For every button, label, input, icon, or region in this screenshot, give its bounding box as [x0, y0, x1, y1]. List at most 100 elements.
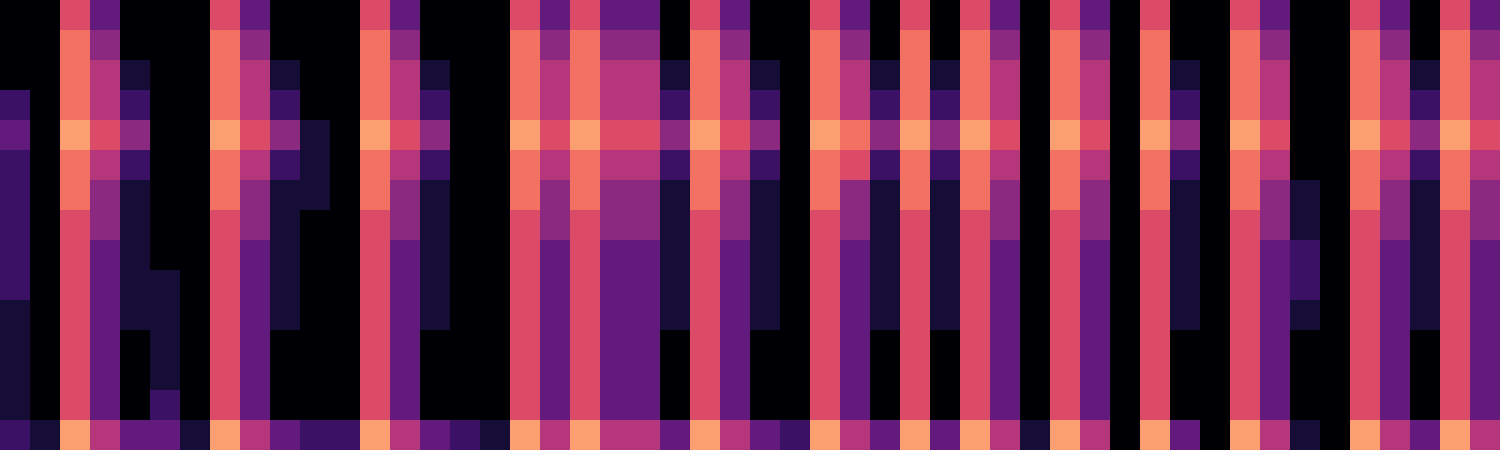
heatmap-cell: [1260, 150, 1291, 181]
heatmap-cell: [660, 210, 691, 241]
heatmap-cell: [1350, 360, 1381, 391]
heatmap-cell: [570, 90, 601, 121]
heatmap-cell: [60, 210, 91, 241]
heatmap-cell: [1140, 330, 1171, 361]
heatmap-cell: [660, 390, 691, 421]
heatmap-cell: [990, 210, 1021, 241]
heatmap-cell: [1470, 90, 1500, 121]
heatmap-cell: [990, 240, 1021, 271]
heatmap-cell: [840, 330, 871, 361]
heatmap-cell: [420, 240, 451, 271]
heatmap-cell: [1140, 90, 1171, 121]
heatmap-cell: [690, 30, 721, 61]
heatmap-cell: [1110, 360, 1141, 391]
heatmap-cell: [1410, 270, 1441, 301]
heatmap-cell: [210, 180, 241, 211]
heatmap-cell: [270, 390, 301, 421]
heatmap-cell: [630, 60, 661, 91]
heatmap-cell: [930, 210, 961, 241]
heatmap-cell: [600, 30, 631, 61]
heatmap-cell: [900, 60, 931, 91]
heatmap-cell: [390, 360, 421, 391]
heatmap-cell: [1200, 270, 1231, 301]
heatmap-cell: [480, 270, 511, 301]
heatmap-cell: [180, 150, 211, 181]
heatmap-cell: [1230, 420, 1261, 450]
heatmap-cell: [480, 30, 511, 61]
heatmap-cell: [570, 210, 601, 241]
heatmap-cell: [870, 150, 901, 181]
heatmap-cell: [1320, 360, 1351, 391]
heatmap-cell: [630, 180, 661, 211]
heatmap-cell: [1290, 420, 1321, 450]
heatmap-cell: [1320, 90, 1351, 121]
heatmap-cell: [690, 330, 721, 361]
heatmap-cell: [1320, 210, 1351, 241]
heatmap-cell: [810, 390, 841, 421]
heatmap-cell: [1260, 360, 1291, 391]
heatmap-cell: [1440, 150, 1471, 181]
heatmap-cell: [780, 240, 811, 271]
heatmap-cell: [150, 330, 181, 361]
heatmap-cell: [1110, 90, 1141, 121]
heatmap-cell: [1320, 270, 1351, 301]
heatmap-cell: [990, 90, 1021, 121]
heatmap-cell: [480, 210, 511, 241]
heatmap-cell: [1200, 120, 1231, 151]
heatmap-cell: [240, 210, 271, 241]
heatmap-cell: [360, 90, 391, 121]
heatmap-cell: [450, 270, 481, 301]
heatmap-cell: [210, 0, 241, 31]
heatmap-cell: [510, 390, 541, 421]
heatmap-cell: [90, 390, 121, 421]
heatmap-cell: [1440, 300, 1471, 331]
heatmap-cell: [630, 390, 661, 421]
heatmap-cell: [450, 330, 481, 361]
heatmap-cell: [420, 0, 451, 31]
heatmap-cell: [870, 60, 901, 91]
heatmap-cell: [360, 60, 391, 91]
heatmap-cell: [1080, 0, 1111, 31]
heatmap-cell: [1110, 30, 1141, 61]
heatmap-cell: [1170, 390, 1201, 421]
heatmap-cell: [990, 120, 1021, 151]
heatmap-cell: [660, 120, 691, 151]
heatmap-cell: [1080, 60, 1111, 91]
heatmap-cell: [690, 210, 721, 241]
heatmap-cell: [210, 330, 241, 361]
heatmap-cell: [210, 150, 241, 181]
heatmap-cell: [0, 420, 31, 450]
heatmap-cell: [120, 210, 151, 241]
heatmap-cell: [30, 90, 61, 121]
heatmap-cell: [240, 90, 271, 121]
heatmap-cell: [300, 60, 331, 91]
heatmap-cell: [1320, 240, 1351, 271]
heatmap-cell: [1140, 420, 1171, 450]
heatmap-cell: [270, 240, 301, 271]
heatmap-cell: [600, 270, 631, 301]
heatmap-cell: [120, 240, 151, 271]
heatmap-cell: [1410, 180, 1441, 211]
heatmap-cell: [1260, 120, 1291, 151]
heatmap-cell: [90, 60, 121, 91]
heatmap-cell: [60, 150, 91, 181]
heatmap-cell: [1260, 390, 1291, 421]
heatmap-cell: [960, 210, 991, 241]
heatmap-cell: [660, 420, 691, 450]
heatmap-cell: [1290, 180, 1321, 211]
heatmap-cell: [30, 270, 61, 301]
heatmap-cell: [990, 300, 1021, 331]
heatmap-cell: [600, 120, 631, 151]
heatmap-cell: [570, 30, 601, 61]
heatmap-cell: [1140, 300, 1171, 331]
heatmap-cell: [1350, 60, 1381, 91]
heatmap-cell: [1230, 390, 1261, 421]
heatmap-cell: [1080, 90, 1111, 121]
heatmap-cell: [540, 120, 571, 151]
heatmap-cell: [450, 150, 481, 181]
heatmap-cell: [900, 210, 931, 241]
heatmap-cell: [360, 210, 391, 241]
heatmap-cell: [780, 90, 811, 121]
heatmap-cell: [330, 240, 361, 271]
heatmap-cell: [360, 30, 391, 61]
